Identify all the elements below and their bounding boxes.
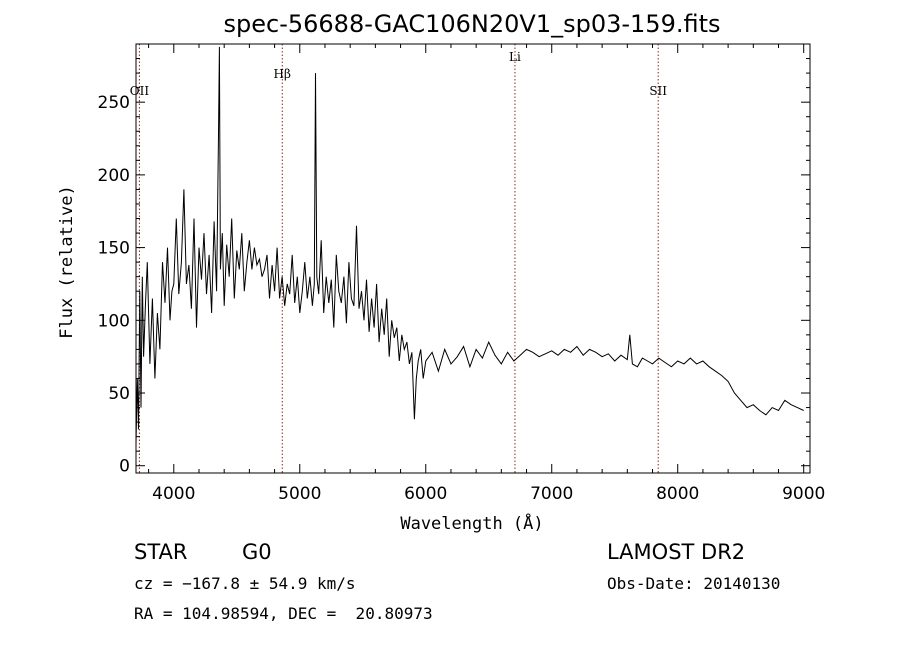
marker-label-1: Hβ bbox=[274, 67, 291, 81]
y-tick-label-5: 250 bbox=[98, 93, 130, 113]
y-tick-label-0: 0 bbox=[119, 457, 130, 477]
redshift-velocity: cz = −167.8 ± 54.9 km/s bbox=[134, 574, 356, 593]
survey-name: LAMOST DR2 bbox=[607, 540, 746, 564]
chart-title: spec-56688-GAC106N20V1_sp03-159.fits bbox=[224, 10, 721, 38]
y-tick-label-4: 200 bbox=[98, 166, 130, 186]
emission-line-markers: OII Hβ Li SII bbox=[130, 44, 667, 473]
x-axis-label: Wavelength (Å) bbox=[400, 512, 543, 534]
marker-label-3: SII bbox=[649, 84, 667, 98]
spectrum-series bbox=[135, 46, 804, 444]
x-tick-label-5: 9000 bbox=[782, 484, 825, 504]
y-tick-label-2: 100 bbox=[98, 311, 130, 331]
y-tick-label-1: 50 bbox=[108, 384, 130, 404]
marker-label-0: OII bbox=[130, 84, 150, 98]
x-tick-label-4: 8000 bbox=[656, 484, 699, 504]
marker-label-2: Li bbox=[509, 50, 521, 64]
x-tick-label-3: 7000 bbox=[530, 484, 573, 504]
plot-frame bbox=[135, 43, 811, 474]
x-tick-label-2: 6000 bbox=[404, 484, 447, 504]
spectrum-line-0 bbox=[135, 46, 804, 444]
coordinates: RA = 104.98594, DEC = 20.80973 bbox=[134, 604, 433, 623]
object-class: STAR bbox=[134, 540, 188, 564]
y-tick-label-3: 150 bbox=[98, 239, 130, 259]
spectral-subclass: G0 bbox=[242, 540, 272, 564]
observation-date: Obs-Date: 20140130 bbox=[607, 574, 781, 593]
x-tick-label-1: 5000 bbox=[278, 484, 321, 504]
x-tick-label-0: 4000 bbox=[152, 484, 195, 504]
y-axis-label: Flux (relative) bbox=[57, 185, 77, 339]
axis-ticks: 4000 5000 6000 7000 8000 9000 0 50 100 150 200 250 bbox=[98, 44, 825, 504]
